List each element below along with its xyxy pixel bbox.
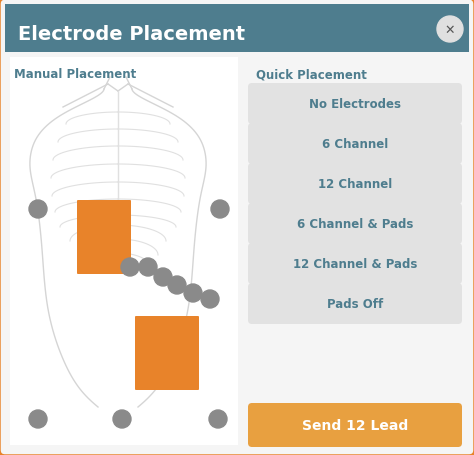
Text: Manual Placement: Manual Placement xyxy=(14,68,136,81)
Text: ✕: ✕ xyxy=(445,24,455,36)
FancyBboxPatch shape xyxy=(248,124,462,165)
FancyBboxPatch shape xyxy=(77,201,131,274)
FancyBboxPatch shape xyxy=(5,5,469,53)
Circle shape xyxy=(29,410,47,428)
Text: Quick Placement: Quick Placement xyxy=(256,68,367,81)
Circle shape xyxy=(168,276,186,294)
FancyBboxPatch shape xyxy=(5,20,469,53)
FancyBboxPatch shape xyxy=(135,316,199,390)
FancyBboxPatch shape xyxy=(10,58,238,445)
Circle shape xyxy=(184,284,202,302)
Circle shape xyxy=(154,268,172,286)
Text: 6 Channel: 6 Channel xyxy=(322,138,388,151)
Text: Electrode Placement: Electrode Placement xyxy=(18,25,245,43)
Circle shape xyxy=(113,410,131,428)
FancyBboxPatch shape xyxy=(248,403,462,447)
Text: 12 Channel & Pads: 12 Channel & Pads xyxy=(293,258,417,270)
FancyBboxPatch shape xyxy=(248,283,462,324)
Circle shape xyxy=(121,258,139,276)
FancyBboxPatch shape xyxy=(248,243,462,284)
Text: No Electrodes: No Electrodes xyxy=(309,98,401,111)
Text: 12 Channel: 12 Channel xyxy=(318,177,392,191)
Circle shape xyxy=(211,201,229,218)
FancyBboxPatch shape xyxy=(248,84,462,125)
Circle shape xyxy=(139,258,157,276)
Circle shape xyxy=(29,201,47,218)
Circle shape xyxy=(209,410,227,428)
Circle shape xyxy=(437,17,463,43)
Text: Send 12 Lead: Send 12 Lead xyxy=(302,418,408,432)
Circle shape xyxy=(201,290,219,308)
Text: Pads Off: Pads Off xyxy=(327,298,383,310)
FancyBboxPatch shape xyxy=(248,164,462,205)
Text: 6 Channel & Pads: 6 Channel & Pads xyxy=(297,217,413,231)
FancyBboxPatch shape xyxy=(248,203,462,244)
